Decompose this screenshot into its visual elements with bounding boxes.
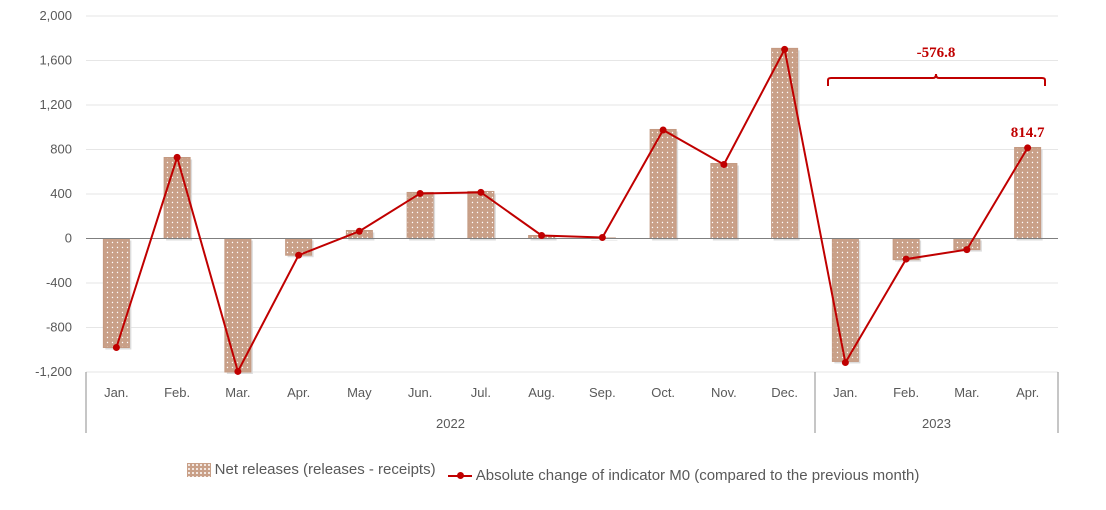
y-tick-label: -800 [46,320,72,335]
x-tick-label: Jan. [833,385,858,400]
legend-label: Net releases (releases - receipts) [214,461,436,478]
bar [710,163,738,239]
y-tick-label: 400 [50,186,72,201]
y-tick-label: 1,200 [39,97,72,112]
x-tick-label: Nov. [711,385,737,400]
line-point [112,344,120,352]
x-tick-label: Feb. [164,385,190,400]
legend-item-bars: Net releases (releases - receipts) [186,461,436,478]
line-point [477,188,485,196]
data-label: 814.7 [1011,125,1045,141]
bracket [827,73,1046,86]
year-label: 2023 [922,416,951,431]
year-label: 2022 [436,416,465,431]
x-tick-label: Feb. [893,385,919,400]
line-point [173,153,181,161]
y-tick-label: 800 [50,142,72,157]
chart-plot: 2,000 1,600 1,200 800 400 0 -400 -800 -1,200 Jan.… [35,8,1059,433]
x-tick-label: May [347,385,372,400]
bar [649,128,677,240]
line-point [598,233,606,241]
x-tick-label: Jan. [104,385,129,400]
y-tick-label: 2,000 [39,8,72,23]
y-tick-label: -400 [46,275,72,290]
line-point [902,255,910,263]
x-tick-label: Mar. [225,385,250,400]
legend: Net releases (releases - receipts) Absol… [0,461,1106,484]
legend-item-line: Absolute change of indicator M0 (compare… [447,467,920,484]
bar [771,47,799,239]
x-tick-label: Jul. [471,385,491,400]
line-point [1024,144,1032,152]
line-point [963,246,971,254]
line-series [115,46,1029,375]
x-tick-label: Mar. [954,385,979,400]
line-point [720,161,728,169]
line-point [416,189,424,197]
bar [1014,146,1042,239]
bar-swatch-icon [186,462,211,477]
bar [163,157,191,239]
line-point [295,251,303,259]
bar [102,238,130,349]
line-point [781,45,789,53]
line-marker-icon [447,471,472,479]
x-tick-label: Dec. [771,385,798,400]
line-point [355,227,363,235]
line-point [841,359,849,367]
bracket-annotation: -576.8 [917,45,956,61]
x-tick-label: Jun. [408,385,433,400]
x-tick-label: Apr. [1016,385,1039,400]
bar [224,238,252,373]
y-tick-label: -1,200 [35,364,72,379]
bar [831,238,859,362]
line-point [659,126,667,134]
y-tick-label: 0 [65,231,72,246]
legend-label: Absolute change of indicator M0 (compare… [475,467,920,484]
line-point [538,231,546,239]
x-tick-label: Apr. [287,385,310,400]
y-tick-label: 1,600 [39,53,72,68]
x-tick-label: Oct. [651,385,675,400]
x-tick-label: Sep. [589,385,616,400]
x-tick-label: Aug. [528,385,555,400]
line-point [234,367,242,375]
